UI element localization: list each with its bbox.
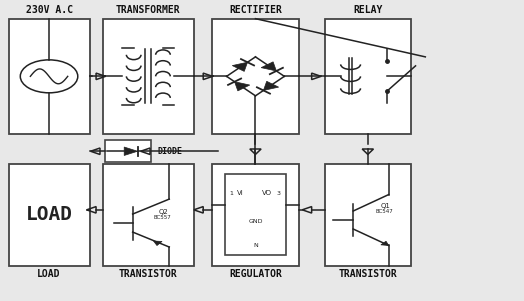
Polygon shape <box>235 82 250 91</box>
Text: 1: 1 <box>230 191 234 196</box>
Text: VO: VO <box>262 190 272 196</box>
Text: BC547: BC547 <box>376 209 394 214</box>
Bar <box>225 175 286 255</box>
Text: Q2: Q2 <box>159 209 169 215</box>
Text: VI: VI <box>237 190 244 196</box>
Polygon shape <box>124 147 138 156</box>
Polygon shape <box>261 62 276 71</box>
Text: N: N <box>253 243 258 248</box>
Text: REGULATOR: REGULATOR <box>229 269 282 279</box>
Bar <box>325 164 411 266</box>
Text: DIODE: DIODE <box>157 147 182 156</box>
Text: LOAD: LOAD <box>26 205 72 225</box>
Text: TRANSISTOR: TRANSISTOR <box>339 269 397 279</box>
Text: BC557: BC557 <box>154 215 171 219</box>
Text: 230V A.C: 230V A.C <box>26 5 72 15</box>
Text: 3: 3 <box>276 191 280 196</box>
Text: TRANSISTOR: TRANSISTOR <box>119 269 178 279</box>
Bar <box>8 19 90 134</box>
Text: RELAY: RELAY <box>353 5 383 15</box>
Text: TRANSFORMER: TRANSFORMER <box>116 5 181 15</box>
Polygon shape <box>381 241 389 246</box>
Bar <box>103 19 194 134</box>
Bar <box>8 164 90 266</box>
Text: RECTIFIER: RECTIFIER <box>229 5 282 15</box>
Polygon shape <box>232 62 247 71</box>
Bar <box>212 19 299 134</box>
Text: GND: GND <box>248 219 263 224</box>
Bar <box>105 140 151 163</box>
Polygon shape <box>264 81 279 90</box>
Bar <box>212 164 299 266</box>
Polygon shape <box>154 241 162 246</box>
Text: LOAD: LOAD <box>37 269 61 279</box>
Bar <box>325 19 411 134</box>
Text: Q1: Q1 <box>381 203 391 209</box>
Bar <box>103 164 194 266</box>
